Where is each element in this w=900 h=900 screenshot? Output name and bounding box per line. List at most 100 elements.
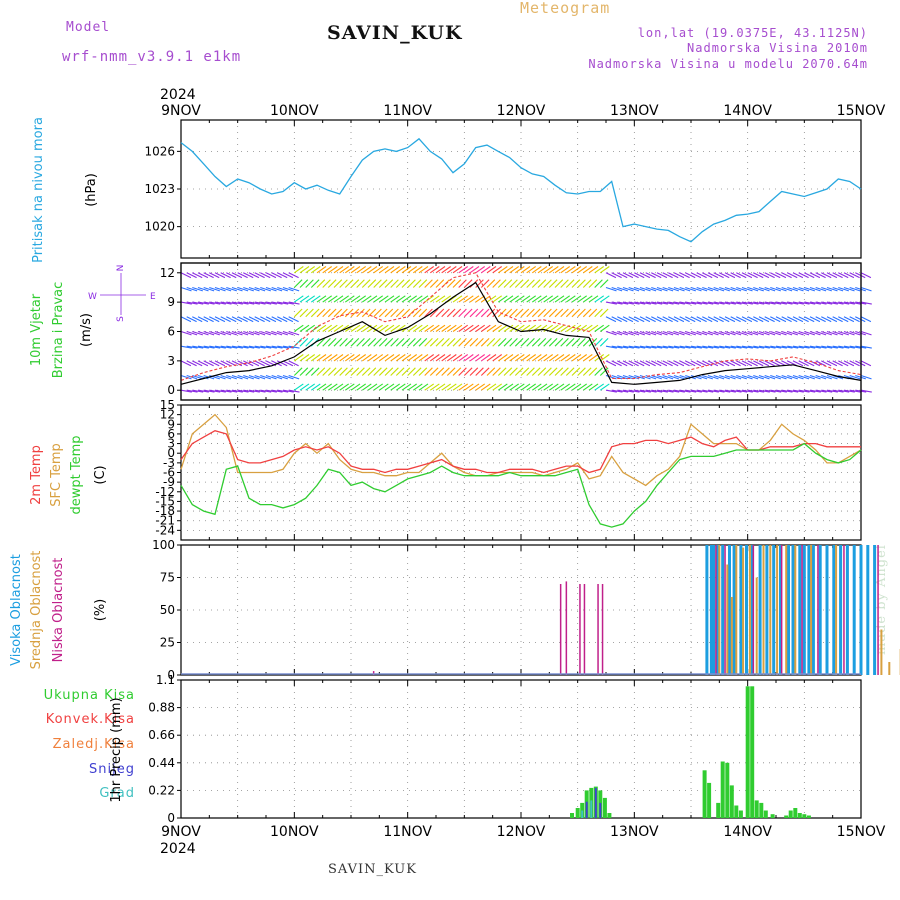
wind-barb: [180, 374, 192, 380]
wind-barb: [418, 338, 428, 347]
wind-barb: [271, 272, 282, 279]
wind-barb: [588, 266, 599, 274]
wind-barb: [231, 316, 243, 323]
temp-axis-dew: dewpt Temp: [69, 435, 84, 514]
wind-barb: [787, 330, 798, 336]
wind-barb: [305, 324, 316, 332]
wind-barb: [526, 383, 537, 391]
wind-barb: [293, 383, 304, 391]
wind-barb: [492, 308, 501, 318]
wind-barb: [197, 286, 209, 292]
wind-barb: [248, 316, 260, 323]
wind-barb: [577, 367, 586, 376]
panel-frame: [180, 679, 862, 819]
wind-barb: [849, 345, 861, 349]
wind-barb: [237, 301, 249, 305]
wind-barb: [260, 374, 271, 380]
wind-barb: [237, 272, 248, 279]
wind-barb: [611, 360, 622, 367]
wind-barb: [327, 295, 338, 303]
y-tick-label: -21: [155, 514, 175, 528]
total-precip-bar: [754, 800, 759, 818]
wind-barb: [209, 272, 220, 279]
wind-barb: [611, 272, 622, 279]
wind-barb: [180, 272, 192, 279]
cloud-axis-low: Niska Oblacnost: [51, 558, 66, 663]
wind-barb: [475, 308, 484, 318]
wind-barb: [237, 316, 248, 323]
y-tick-label: 0: [167, 383, 175, 397]
wind-barb: [651, 286, 662, 292]
wind-barb: [662, 360, 673, 367]
wind-barb: [452, 354, 463, 362]
wind-barb: [237, 374, 249, 380]
wind-barb: [401, 266, 412, 274]
wind-barb: [792, 374, 804, 380]
low-cloud-bar: [724, 545, 726, 675]
wind-barb: [758, 360, 770, 367]
wind-barb: [214, 389, 226, 393]
wind-barb: [673, 272, 685, 279]
high-cloud-bar: [832, 545, 836, 675]
wind-barb: [531, 338, 541, 347]
wind-barb: [237, 345, 249, 349]
wind-barb: [634, 360, 645, 367]
wind-barb: [260, 330, 271, 336]
wind-barb: [685, 330, 696, 336]
wind-barb: [333, 295, 344, 303]
legend-frozen-rain: Zaledj.Kisa: [52, 737, 135, 752]
wind-barb: [855, 360, 866, 367]
wind-barb: [265, 374, 277, 380]
wind-barb: [226, 286, 237, 292]
wind-barb: [736, 389, 748, 393]
wind-barb: [458, 354, 469, 362]
wind-barb: [492, 279, 501, 288]
wind-barb: [463, 383, 474, 391]
wind-barb: [821, 374, 832, 380]
wind-barb: [617, 316, 628, 323]
wind-barb: [826, 330, 838, 336]
wind-barb: [435, 367, 445, 376]
wind-barb: [668, 389, 680, 393]
mid-cloud-bar: [888, 662, 891, 675]
wind-barb: [599, 308, 609, 318]
wind-barb: [220, 316, 231, 323]
wind-barb: [605, 286, 617, 292]
wind-barb: [214, 301, 226, 305]
wind-barb: [656, 272, 668, 279]
wind-barb: [384, 324, 395, 332]
wind-barb: [361, 266, 372, 274]
wind-barb: [378, 367, 388, 376]
x-tick-label-bottom: 12NOV: [497, 824, 546, 840]
wind-barb: [537, 308, 547, 318]
wind-barb: [560, 367, 569, 376]
wind-barb: [560, 383, 571, 391]
wind-barb: [543, 308, 552, 318]
wind-barb: [226, 272, 237, 279]
wind-barb: [429, 367, 439, 376]
wind-barb: [412, 338, 422, 347]
wind-barb: [554, 367, 564, 376]
wind-barb: [702, 330, 713, 336]
wind-barb: [753, 360, 764, 367]
wind-barb: [486, 338, 496, 347]
wind-barb: [781, 272, 792, 279]
wind-barb: [554, 354, 565, 362]
wind-barb: [192, 345, 204, 349]
wind-barb: [293, 266, 304, 274]
wind-barb: [475, 367, 484, 376]
wind-barb: [531, 266, 542, 274]
wind-barb: [577, 338, 586, 347]
wind-barb: [463, 338, 473, 347]
wind-barb: [741, 301, 753, 305]
wind-barb: [356, 295, 367, 303]
high-cloud-bar: [765, 545, 769, 675]
wind-barb: [293, 308, 303, 318]
low-cloud-bar: [372, 671, 375, 675]
wind-barb: [713, 374, 725, 380]
wind-barb: [639, 301, 651, 305]
wind-barb: [792, 286, 804, 292]
wind-barb: [860, 360, 872, 367]
wind-barb: [707, 286, 719, 292]
wind-barb: [509, 367, 518, 376]
